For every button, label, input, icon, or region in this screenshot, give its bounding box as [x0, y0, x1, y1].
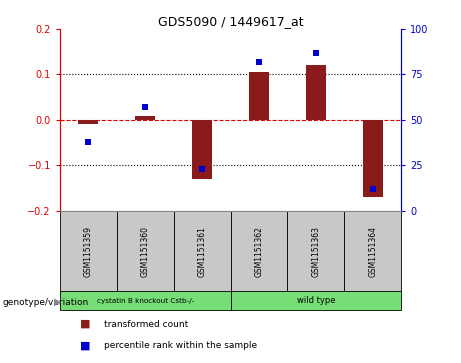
Point: [369, 186, 376, 192]
Point: [198, 166, 206, 172]
Text: wild type: wild type: [296, 297, 335, 305]
Text: GSM1151362: GSM1151362: [254, 226, 263, 277]
Bar: [117, 211, 174, 292]
Text: ▶: ▶: [54, 297, 62, 307]
Bar: [60, 211, 117, 292]
Bar: [192, 120, 212, 179]
Point: [142, 104, 149, 110]
Bar: [230, 211, 287, 292]
Text: percentile rank within the sample: percentile rank within the sample: [104, 341, 257, 350]
Text: GSM1151359: GSM1151359: [84, 226, 93, 277]
Text: transformed count: transformed count: [104, 319, 189, 329]
Bar: [60, 291, 230, 310]
Text: GSM1151360: GSM1151360: [141, 226, 150, 277]
Bar: [230, 291, 401, 310]
Text: GSM1151364: GSM1151364: [368, 226, 377, 277]
Bar: [363, 120, 383, 197]
Point: [255, 59, 263, 65]
Text: genotype/variation: genotype/variation: [2, 298, 89, 306]
Bar: [306, 65, 326, 120]
Bar: [78, 120, 98, 124]
Bar: [249, 72, 269, 120]
Bar: [174, 211, 230, 292]
Bar: [344, 211, 401, 292]
Text: cystatin B knockout Cstb-/-: cystatin B knockout Cstb-/-: [96, 298, 194, 304]
Bar: [287, 211, 344, 292]
Point: [312, 50, 319, 56]
Text: ■: ■: [80, 340, 91, 351]
Point: [85, 139, 92, 144]
Title: GDS5090 / 1449617_at: GDS5090 / 1449617_at: [158, 15, 303, 28]
Bar: [135, 116, 155, 120]
Text: ■: ■: [80, 319, 91, 329]
Text: GSM1151361: GSM1151361: [198, 226, 207, 277]
Text: GSM1151363: GSM1151363: [311, 226, 320, 277]
